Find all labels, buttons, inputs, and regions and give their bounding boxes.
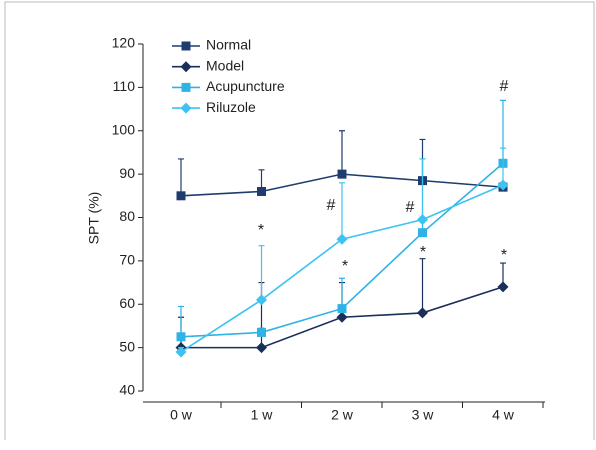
y-tick-label: 110 bbox=[113, 78, 136, 94]
legend-marker bbox=[181, 41, 191, 51]
annotation: * bbox=[501, 247, 507, 264]
point bbox=[257, 327, 266, 337]
point bbox=[336, 311, 348, 323]
annotation: # bbox=[406, 199, 415, 216]
point bbox=[176, 332, 186, 342]
legend-label: Normal bbox=[206, 37, 251, 53]
point bbox=[256, 294, 267, 306]
point bbox=[257, 186, 266, 196]
point bbox=[497, 281, 509, 293]
y-tick-label: 100 bbox=[112, 121, 136, 137]
annotation: * bbox=[258, 222, 264, 239]
error-bar bbox=[178, 158, 184, 196]
legend-label: Acupuncture bbox=[206, 78, 285, 94]
legend-marker bbox=[180, 61, 192, 73]
point bbox=[256, 342, 267, 354]
point bbox=[418, 228, 427, 238]
error-bar bbox=[339, 130, 345, 175]
y-axis-label: SPT (%) bbox=[86, 192, 102, 245]
point bbox=[175, 346, 187, 358]
x-tick-label: 4 w bbox=[492, 407, 515, 423]
point bbox=[417, 214, 428, 226]
y-tick-label: 60 bbox=[119, 295, 135, 311]
y-tick-label: 40 bbox=[119, 382, 135, 398]
annotation: * bbox=[420, 244, 426, 261]
point bbox=[336, 233, 348, 245]
error-bar bbox=[419, 158, 426, 220]
x-tick-label: 1 w bbox=[251, 407, 274, 423]
legend-marker bbox=[181, 82, 191, 92]
point bbox=[417, 307, 428, 319]
y-tick-label: 50 bbox=[119, 338, 135, 354]
legend-label: Riluzole bbox=[206, 99, 256, 115]
error-bar bbox=[339, 277, 345, 309]
point bbox=[337, 304, 347, 314]
y-tick-label: 80 bbox=[119, 208, 135, 224]
error-bar bbox=[178, 305, 184, 337]
x-tick-label: 2 w bbox=[331, 407, 354, 423]
error-bar bbox=[419, 258, 426, 313]
y-tick-label: 70 bbox=[119, 252, 135, 268]
x-tick-label: 0 w bbox=[170, 407, 193, 423]
annotation: # bbox=[500, 78, 509, 95]
y-tick-label: 120 bbox=[112, 35, 136, 51]
point bbox=[497, 179, 509, 191]
annotation: * bbox=[342, 258, 348, 275]
x-tick-label: 3 w bbox=[412, 407, 435, 423]
error-bar bbox=[339, 182, 345, 240]
error-bar bbox=[500, 147, 506, 185]
point bbox=[337, 169, 347, 179]
legend-marker bbox=[180, 102, 192, 114]
legend-label: Model bbox=[206, 57, 244, 73]
frame bbox=[4, 1, 595, 440]
annotation: # bbox=[327, 197, 336, 214]
y-tick-label: 90 bbox=[119, 165, 135, 181]
point bbox=[176, 191, 186, 201]
error-bar bbox=[258, 245, 265, 300]
